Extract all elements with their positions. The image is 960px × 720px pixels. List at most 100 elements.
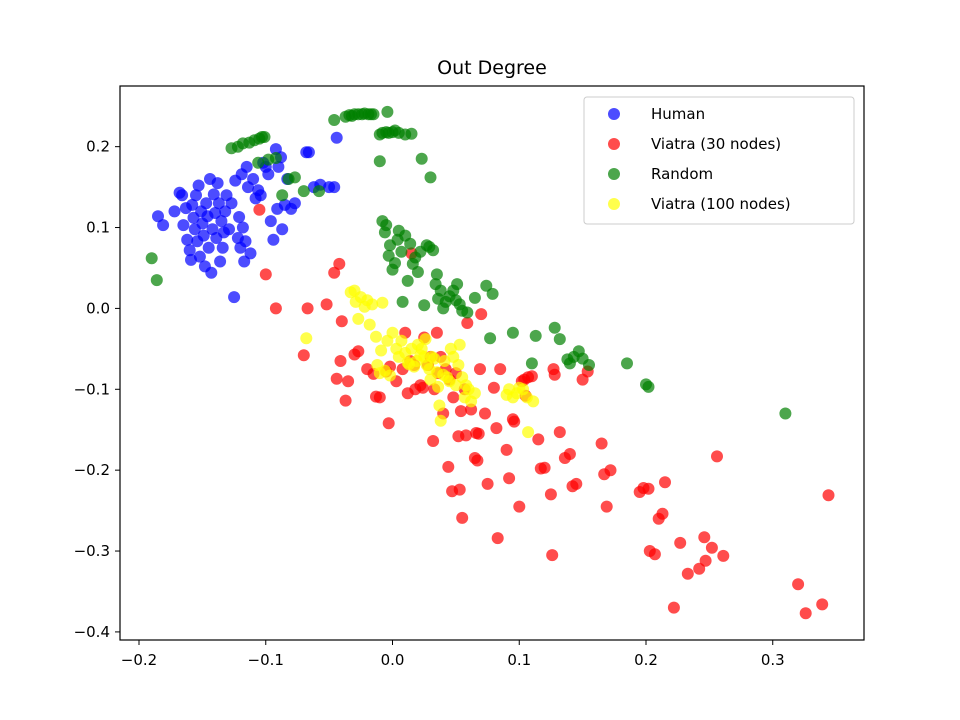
data-point (500, 443, 513, 456)
data-point (302, 146, 315, 159)
data-point (177, 219, 190, 232)
data-point (490, 422, 503, 435)
data-point (352, 345, 365, 358)
data-point (427, 435, 440, 447)
data-point (693, 562, 706, 575)
data-point (442, 460, 455, 473)
legend-marker (608, 138, 620, 150)
data-point (352, 312, 365, 325)
x-tick-label: 0.1 (507, 651, 531, 669)
data-point (367, 108, 380, 121)
data-point (600, 500, 613, 513)
data-point (168, 205, 181, 218)
data-point (375, 344, 388, 357)
data-point (339, 394, 352, 407)
data-point (544, 488, 557, 501)
data-point (186, 198, 199, 211)
data-point (276, 189, 289, 202)
data-point (404, 237, 417, 250)
data-point (468, 291, 481, 304)
x-axis: −0.2 −0.1 0.0 0.1 0.2 0.3 (121, 640, 785, 669)
data-point (301, 302, 314, 315)
data-point (479, 407, 491, 420)
data-point (216, 241, 229, 254)
data-point (480, 279, 493, 292)
data-point (228, 291, 241, 304)
data-point (621, 357, 633, 370)
data-point (454, 405, 467, 418)
data-point (487, 381, 500, 394)
data-point (453, 338, 466, 351)
data-point (506, 326, 519, 339)
data-point (642, 482, 655, 495)
data-point (667, 601, 680, 614)
data-point (453, 483, 466, 496)
data-point (416, 381, 429, 394)
data-point (484, 332, 497, 345)
data-point (313, 185, 325, 198)
data-point (320, 298, 333, 311)
data-point (193, 250, 206, 263)
data-point (239, 235, 252, 248)
y-tick-label: −0.1 (74, 380, 110, 398)
legend-label: Human (651, 105, 705, 123)
data-point (447, 391, 460, 404)
x-tick-label: 0.2 (634, 651, 658, 669)
data-point (711, 450, 723, 463)
data-point (822, 489, 835, 502)
data-point (427, 244, 440, 257)
data-point (674, 536, 687, 549)
data-point (214, 255, 227, 268)
data-point (481, 477, 494, 490)
data-point (334, 355, 347, 367)
data-point (395, 334, 408, 347)
data-point (288, 197, 301, 210)
x-tick-label: −0.1 (248, 651, 284, 669)
data-point (428, 352, 441, 365)
data-point (553, 426, 566, 439)
data-point (252, 156, 265, 169)
data-point (225, 197, 238, 210)
data-point (595, 437, 608, 450)
data-point (215, 215, 228, 228)
data-point (508, 415, 521, 428)
data-point (200, 197, 213, 210)
data-point (183, 244, 196, 257)
points-layer (145, 105, 835, 620)
y-tick-label: 0.0 (86, 299, 110, 317)
data-point (205, 266, 218, 279)
data-point (192, 179, 205, 192)
data-point (212, 197, 225, 210)
data-point (244, 247, 257, 260)
data-point (475, 308, 488, 321)
data-point (486, 287, 499, 300)
data-point (145, 252, 158, 265)
data-point (258, 131, 271, 143)
legend: Human Viatra (30 nodes) Random Viatra (100 … (583, 96, 855, 225)
data-point (583, 359, 595, 371)
plot-frame (119, 85, 865, 641)
data-point (335, 315, 348, 328)
y-tick-label: −0.4 (74, 623, 110, 641)
data-point (373, 155, 386, 168)
data-point (411, 266, 424, 278)
data-point (330, 372, 343, 385)
data-point (328, 181, 341, 194)
data-point (432, 380, 445, 393)
data-point (223, 223, 235, 236)
data-point (202, 241, 215, 254)
data-point (333, 257, 346, 270)
data-point (642, 380, 655, 393)
data-point (297, 349, 310, 362)
data-point (816, 598, 829, 611)
data-point (659, 476, 671, 489)
data-point (150, 274, 163, 287)
legend-marker (608, 198, 620, 210)
data-point (604, 464, 617, 477)
data-point (328, 266, 341, 279)
y-tick-label: 0.2 (86, 138, 110, 156)
data-point (370, 330, 382, 343)
data-point (300, 332, 313, 345)
data-point (424, 171, 437, 184)
data-point (527, 395, 540, 408)
